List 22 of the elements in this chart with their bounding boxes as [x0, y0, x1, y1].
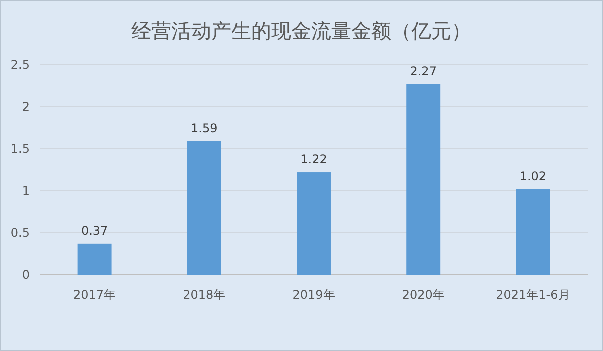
- bar: [78, 244, 112, 275]
- y-tick-label: 1: [22, 184, 30, 198]
- y-tick-label: 0: [22, 268, 30, 282]
- x-tick-label: 2019年: [292, 288, 336, 302]
- chart-title: 经营活动产生的现金流量金额（亿元）: [132, 19, 472, 43]
- y-tick-label: 2.5: [10, 58, 30, 72]
- y-tick-label: 2: [22, 100, 30, 114]
- bar: [406, 84, 441, 275]
- y-tick-label: 1.5: [10, 142, 30, 156]
- bar: [297, 172, 331, 275]
- x-tick-label: 2017年: [74, 288, 116, 302]
- data-label: 0.37: [81, 224, 108, 238]
- bar: [187, 141, 222, 275]
- x-tick-label: 2018年: [183, 288, 226, 302]
- data-label: 1.22: [300, 152, 328, 167]
- bar: [516, 189, 550, 275]
- data-label: 1.02: [520, 169, 547, 184]
- data-label: 2.27: [410, 64, 437, 78]
- x-tick-label: 2021年1-6月: [496, 288, 570, 302]
- data-label: 1.59: [191, 121, 218, 136]
- y-tick-label: 0.5: [10, 226, 30, 240]
- x-tick-label: 2020年: [402, 288, 445, 302]
